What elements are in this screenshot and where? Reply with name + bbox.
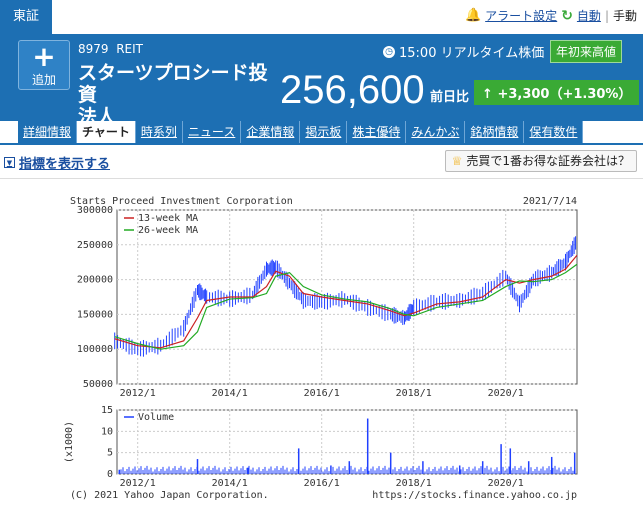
chart-title: Starts Proceed Investment Corporation bbox=[70, 196, 293, 207]
tab-5[interactable]: 掲示板 bbox=[300, 121, 348, 143]
company-name-line1: スターツプロシード投資 bbox=[78, 62, 268, 106]
volume-y-tick: 5 bbox=[107, 448, 113, 459]
manual-refresh-label[interactable]: 手動 bbox=[612, 9, 637, 23]
stock-header: + 追加 8979 REIT スターツプロシード投資 法人 ◷ 15:00 リア… bbox=[0, 34, 643, 128]
refresh-icon: ↻ bbox=[561, 7, 573, 24]
x-tick-label: 2012/1 bbox=[120, 388, 156, 399]
y-tick-label: 250000 bbox=[77, 240, 113, 251]
tab-4[interactable]: 企業情報 bbox=[241, 121, 301, 143]
tab-bar: 詳細情報 チャート 時系列 ニュース 企業情報 掲示板 株主優待 みんかぶ 銘柄情報 保有数件 bbox=[18, 121, 584, 143]
volume-y-tick: 10 bbox=[101, 426, 113, 437]
alert-settings-link[interactable]: アラート設定 bbox=[485, 9, 558, 23]
tab-7[interactable]: みんかぶ bbox=[406, 121, 466, 143]
tab-6[interactable]: 株主優待 bbox=[347, 121, 407, 143]
x-tick-label: 2014/1 bbox=[212, 388, 248, 399]
y-tick-label: 50000 bbox=[83, 379, 113, 390]
x-tick-label: 2020/1 bbox=[488, 388, 524, 399]
chart-date: 2021/7/14 bbox=[523, 196, 577, 207]
crown-icon: ♕ bbox=[451, 154, 463, 168]
legend-label: 13-week MA bbox=[138, 213, 198, 224]
x-tick-label: 2016/1 bbox=[304, 388, 340, 399]
copyright-text: (C) 2021 Yahoo Japan Corporation. bbox=[70, 490, 269, 501]
tab-underline bbox=[0, 143, 643, 145]
show-indicators-toggle[interactable]: ▼ 指標を表示する bbox=[4, 153, 110, 172]
add-label: 追加 bbox=[31, 73, 56, 87]
chevron-down-icon: ▼ bbox=[4, 157, 15, 168]
add-to-portfolio-button[interactable]: + 追加 bbox=[18, 40, 70, 90]
auto-refresh-link[interactable]: 自動 bbox=[576, 9, 601, 23]
bell-icon: 🔔 bbox=[464, 8, 482, 23]
current-price: 256,600 bbox=[280, 68, 425, 112]
exchange-tab: 東証 bbox=[0, 0, 52, 34]
separator: | bbox=[604, 8, 609, 23]
volume-y-label: (x1000) bbox=[64, 421, 75, 463]
price-plot-frame bbox=[116, 209, 578, 385]
change-label: 前日比 bbox=[430, 90, 470, 105]
volume-x-tick: 2020/1 bbox=[488, 478, 524, 489]
indicator-row: ▼ 指標を表示する ♕ 売買で1番お得な証券会社は？ bbox=[0, 150, 643, 174]
volume-y-tick: 15 bbox=[101, 405, 113, 416]
quote-time: ◷ 15:00 リアルタイム株価 bbox=[383, 42, 544, 61]
tab-8[interactable]: 銘柄情報 bbox=[465, 121, 525, 143]
volume-x-tick: 2018/1 bbox=[396, 478, 432, 489]
volume-x-tick: 2016/1 bbox=[304, 478, 340, 489]
y-tick-label: 100000 bbox=[77, 344, 113, 355]
show-indicators-label: 指標を表示する bbox=[19, 157, 111, 172]
ma-line-0 bbox=[114, 254, 578, 349]
volume-x-tick: 2012/1 bbox=[120, 478, 156, 489]
stock-chart: Starts Proceed Investment Corporation 202… bbox=[64, 196, 578, 501]
broker-compare-label: 売買で1番お得な証券会社は？ bbox=[466, 154, 630, 168]
year-high-badge: 年初来高値 bbox=[550, 40, 623, 63]
top-links: 🔔 アラート設定 ↻ 自動 | 手動 bbox=[465, 7, 637, 24]
tab-1[interactable]: チャート bbox=[77, 121, 136, 143]
volume-legend-label: Volume bbox=[138, 412, 174, 423]
volume-y-tick: 0 bbox=[107, 469, 113, 480]
x-tick-label: 2018/1 bbox=[396, 388, 432, 399]
price-change-text: +3,300（+1.30%） bbox=[497, 87, 632, 102]
y-tick-label: 300000 bbox=[77, 205, 113, 216]
code-number: 8979 bbox=[78, 42, 109, 56]
broker-compare-button[interactable]: ♕ 売買で1番お得な証券会社は？ bbox=[444, 150, 637, 172]
y-tick-label: 200000 bbox=[77, 275, 113, 286]
company-name: スターツプロシード投資 法人 bbox=[78, 62, 278, 128]
price-change: ↑ +3,300（+1.30%） bbox=[474, 80, 640, 105]
stock-code: 8979 REIT bbox=[78, 42, 143, 56]
quote-time-text: 15:00 リアルタイム株価 bbox=[399, 46, 545, 61]
market-type: REIT bbox=[116, 42, 143, 56]
divider bbox=[0, 178, 643, 179]
volume-plot-frame bbox=[116, 409, 578, 475]
tab-0[interactable]: 詳細情報 bbox=[18, 121, 78, 143]
volume-x-tick: 2014/1 bbox=[212, 478, 248, 489]
tab-3[interactable]: ニュース bbox=[182, 121, 242, 143]
ma-line-1 bbox=[114, 263, 578, 350]
tab-9[interactable]: 保有数件 bbox=[524, 121, 584, 143]
tab-2[interactable]: 時系列 bbox=[135, 121, 183, 143]
plus-icon: + bbox=[32, 40, 56, 73]
y-tick-label: 150000 bbox=[77, 309, 113, 320]
legend-label: 26-week MA bbox=[138, 225, 198, 236]
clock-icon: ◷ bbox=[383, 45, 395, 58]
source-url-text: https://stocks.finance.yahoo.co.jp bbox=[372, 490, 577, 501]
up-arrow-icon: ↑ bbox=[482, 87, 493, 102]
